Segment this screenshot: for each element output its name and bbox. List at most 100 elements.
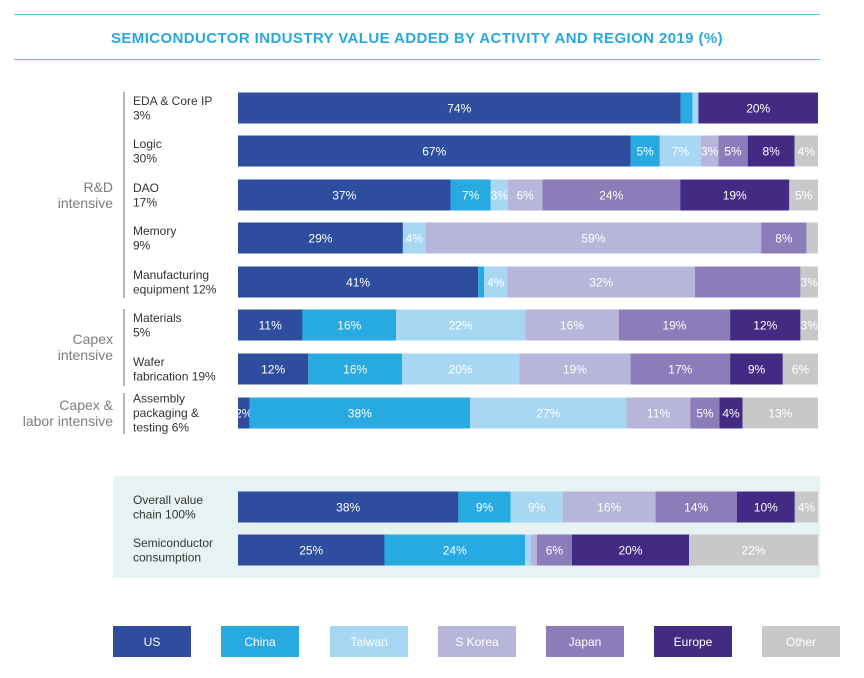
bar-segment-other <box>800 266 818 298</box>
row-label-10-line-1: Semiconductor <box>133 536 213 550</box>
data-label: 7% <box>462 189 480 203</box>
bar-row-1: EDA & Core IP3% 74% 20% <box>133 92 818 124</box>
legend-item-europe: Europe <box>654 626 732 657</box>
data-label: 11% <box>259 319 282 333</box>
row-label-6-line-2: 5% <box>133 325 151 339</box>
data-label: 22% <box>742 544 766 558</box>
bar-segment-s-korea <box>525 309 619 341</box>
data-label: 67% <box>422 145 446 159</box>
data-label: 9% <box>528 501 546 515</box>
bar-segment-us <box>238 353 309 385</box>
bar-segment-us <box>238 491 459 523</box>
bar-segment-us <box>238 266 479 298</box>
bar-segment-us <box>238 135 631 167</box>
group-label-1-line-2: intensive <box>58 195 113 211</box>
bar-segment-s-korea <box>700 135 719 167</box>
bar-segment-japan <box>718 135 748 167</box>
row-label-9-line-1: Overall value <box>133 493 203 507</box>
bar-segment-europe <box>730 353 783 385</box>
top-rule <box>14 14 820 15</box>
bar-segment-s-korea <box>626 397 691 429</box>
data-label: 3% <box>491 189 509 203</box>
data-label: 12% <box>261 363 285 377</box>
data-label: 6% <box>546 544 564 558</box>
bar-segment-china <box>249 397 470 429</box>
legend-label: US <box>144 635 161 649</box>
row-label-8-line-3: testing 6% <box>133 421 189 435</box>
bar-segment-us <box>238 397 250 429</box>
bar-segment-taiwan <box>490 179 508 211</box>
bar-segment-europe <box>571 534 690 566</box>
data-label: 17% <box>668 363 692 377</box>
bar-segment-japan <box>694 266 801 298</box>
data-label: 3% <box>801 276 819 290</box>
bar-segment-s-korea <box>562 491 656 523</box>
legend-label: S Korea <box>455 635 499 649</box>
legend-label: Europe <box>674 635 713 649</box>
title-underline <box>14 59 820 60</box>
data-label: 5% <box>724 145 742 159</box>
row-label-3-line-1: DAO <box>133 181 159 195</box>
legend-swatch <box>546 626 624 657</box>
row-label-9-line-2: chain 100% <box>133 507 196 521</box>
data-label: 8% <box>775 232 793 246</box>
bar-segment-japan <box>542 179 681 211</box>
bar-segment-japan <box>761 222 807 254</box>
row-label-4-line-1: Memory <box>133 224 176 238</box>
legend-swatch <box>654 626 732 657</box>
data-label: 37% <box>332 189 356 203</box>
bar-segment-europe <box>719 397 743 429</box>
row-label-6-line-1: Materials <box>133 311 182 325</box>
data-label: 38% <box>348 407 372 421</box>
legend-swatch <box>113 626 191 657</box>
legend-item-us: US <box>113 626 191 657</box>
bar-segment-taiwan <box>692 92 699 124</box>
bar-segment-us <box>238 222 403 254</box>
bar-segment-europe <box>736 491 795 523</box>
data-label: 13% <box>768 407 792 421</box>
bar-segment-china <box>308 353 403 385</box>
bar-segment-china <box>450 179 491 211</box>
data-label: 10% <box>754 501 778 515</box>
data-label: 5% <box>795 189 813 203</box>
bar-segment-china <box>478 266 485 298</box>
bar-segment-other <box>800 309 818 341</box>
row-label-3-line-2: 17% <box>133 195 157 209</box>
data-label: 20% <box>449 363 473 377</box>
data-label: 4% <box>798 145 816 159</box>
data-label: 3% <box>801 319 819 333</box>
bar-segment-taiwan <box>659 135 701 167</box>
data-label: 7% <box>672 145 690 159</box>
bar-segment-s-korea <box>530 534 537 566</box>
row-label-1-line-1: EDA & Core IP <box>133 94 212 108</box>
group-label-3-line-1: Capex & <box>59 397 113 413</box>
data-label: 8% <box>762 145 780 159</box>
bar-segment-china <box>630 135 660 167</box>
bar-segment-japan <box>536 534 572 566</box>
data-label: 27% <box>536 407 560 421</box>
bar-segment-china <box>680 92 693 124</box>
bar-segment-us <box>238 179 451 211</box>
row-label-5-line-1: Manufacturing <box>133 268 209 282</box>
bar-segment-other <box>689 534 818 566</box>
row-label-10-line-2: consumption <box>133 550 201 564</box>
row-label-1-line-2: 3% <box>133 108 151 122</box>
data-label: 16% <box>560 319 584 333</box>
bar-segment-taiwan <box>402 353 520 385</box>
legend-label: Taiwan <box>350 635 387 649</box>
bar-segment-china <box>458 491 511 523</box>
bar-segment-japan <box>630 353 731 385</box>
data-label: 24% <box>599 189 623 203</box>
bar-segment-other <box>789 179 818 211</box>
data-label: 19% <box>563 363 587 377</box>
bar-segment-japan <box>655 491 737 523</box>
bar-segment-s-korea <box>507 179 543 211</box>
bar-segment-europe <box>698 92 818 124</box>
row-label-4-line-2: 9% <box>133 238 151 252</box>
legend-label: Other <box>786 635 816 649</box>
row-label-7-line-1: Wafer <box>133 355 165 369</box>
